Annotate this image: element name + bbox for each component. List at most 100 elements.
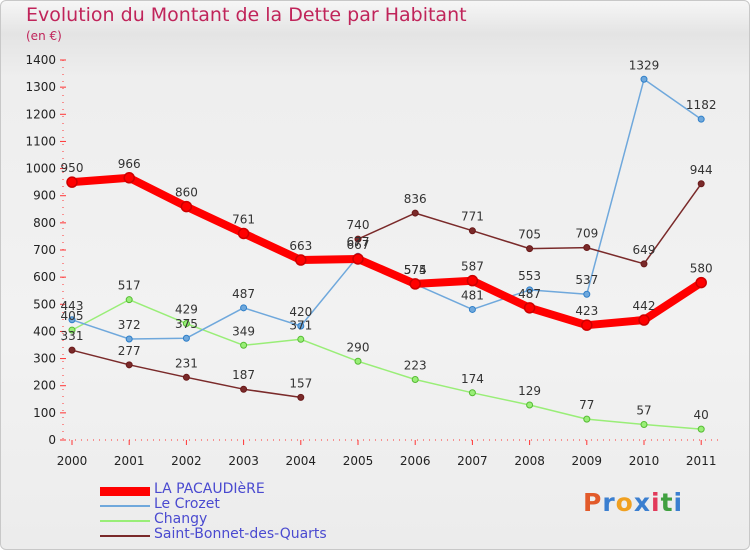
- data-point-saint-bonnet-des-quarts: [182, 373, 190, 381]
- data-point-la-pacaudiere: [352, 253, 364, 265]
- logo-letter: i: [673, 488, 684, 517]
- legend-swatch: [100, 487, 150, 496]
- y-tick-label: 600: [33, 270, 56, 284]
- data-point-changy: [354, 357, 362, 365]
- legend-swatch: [100, 505, 150, 507]
- y-tick-label: 700: [33, 243, 56, 257]
- data-label-le-crozet: 372: [118, 318, 141, 332]
- legend-swatch: [100, 535, 150, 537]
- x-tick-label: 2005: [343, 454, 374, 468]
- data-label-la-pacaudiere: 487: [518, 287, 541, 301]
- data-label-le-crozet: 574: [404, 263, 427, 277]
- data-label-changy: 517: [118, 279, 141, 293]
- data-point-changy: [411, 375, 419, 383]
- x-tick-label: 2009: [572, 454, 603, 468]
- y-tick-label: 1300: [25, 80, 56, 94]
- data-point-changy: [697, 425, 705, 433]
- data-label-saint-bonnet-des-quarts: 705: [518, 228, 541, 242]
- x-tick-label: 2004: [286, 454, 317, 468]
- y-tick-label: 1400: [25, 53, 56, 67]
- data-point-changy: [240, 341, 248, 349]
- data-point-saint-bonnet-des-quarts: [583, 244, 591, 252]
- data-point-changy: [125, 296, 133, 304]
- data-label-changy: 57: [636, 404, 651, 418]
- data-point-changy: [640, 421, 648, 429]
- x-tick-label: 2008: [514, 454, 545, 468]
- data-label-changy: 371: [289, 318, 312, 332]
- data-label-le-crozet: 537: [575, 273, 598, 287]
- data-label-changy: 223: [404, 358, 427, 372]
- data-label-changy: 40: [694, 408, 709, 422]
- data-point-saint-bonnet-des-quarts: [411, 209, 419, 217]
- y-tick-label: 300: [33, 352, 56, 366]
- logo-letter: o: [615, 488, 634, 517]
- x-tick-label: 2010: [629, 454, 660, 468]
- data-label-la-pacaudiere: 587: [461, 260, 484, 274]
- data-point-changy: [526, 401, 534, 409]
- data-label-le-crozet: 420: [289, 305, 312, 319]
- data-label-le-crozet: 481: [461, 288, 484, 302]
- data-point-le-crozet: [68, 316, 76, 324]
- y-tick-label: 0: [48, 433, 56, 447]
- data-label-saint-bonnet-des-quarts: 771: [461, 210, 484, 224]
- data-point-le-crozet: [526, 286, 534, 294]
- y-tick-label: 1000: [25, 162, 56, 176]
- data-point-saint-bonnet-des-quarts: [640, 260, 648, 268]
- chart-data-labels: 950 966 860 761 663 667 575 587 487 423 442 580 443 3…: [61, 58, 717, 422]
- data-label-saint-bonnet-des-quarts: 187: [232, 368, 255, 382]
- legend-label: Changy: [154, 511, 208, 527]
- data-label-le-crozet: 375: [175, 317, 198, 331]
- data-label-le-crozet: 487: [232, 287, 255, 301]
- y-tick-label: 1100: [25, 134, 56, 148]
- data-label-le-crozet: 677: [347, 235, 370, 249]
- x-tick-label: 2002: [171, 454, 202, 468]
- y-tick-label: 900: [33, 189, 56, 203]
- data-label-la-pacaudiere: 860: [175, 186, 198, 200]
- data-label-la-pacaudiere: 966: [118, 157, 141, 171]
- data-label-la-pacaudiere: 442: [633, 299, 656, 313]
- data-label-le-crozet: 1329: [629, 58, 660, 72]
- data-point-la-pacaudiere: [466, 274, 479, 287]
- y-tick-label: 500: [33, 297, 56, 311]
- data-label-saint-bonnet-des-quarts: 157: [289, 376, 312, 390]
- data-point-le-crozet: [125, 335, 133, 343]
- data-label-changy: 429: [175, 303, 198, 317]
- data-label-changy: 349: [232, 324, 255, 338]
- data-label-saint-bonnet-des-quarts: 709: [575, 227, 598, 241]
- data-point-le-crozet: [182, 334, 190, 342]
- data-point-changy: [68, 326, 76, 334]
- logo-letter: x: [633, 488, 651, 517]
- x-tick-label: 2006: [400, 454, 431, 468]
- logo-letter: i: [651, 488, 661, 517]
- y-tick-label: 800: [33, 216, 56, 230]
- y-tick-label: 100: [33, 406, 56, 420]
- data-point-le-crozet: [240, 304, 248, 312]
- data-label-la-pacaudiere: 575: [404, 263, 427, 277]
- data-point-la-pacaudiere: [523, 302, 536, 314]
- series-line-la-pacaudiere: [68, 173, 706, 330]
- data-label-saint-bonnet-des-quarts: 836: [404, 192, 427, 206]
- data-point-le-crozet: [697, 115, 705, 123]
- data-label-changy: 290: [347, 340, 370, 354]
- legend-label: Saint-Bonnet-des-Quarts: [154, 526, 327, 542]
- data-point-le-crozet: [583, 290, 591, 298]
- chart-axes: 0 100 200 300 400 500 600 700 800 900 1000 1100 1200…: [25, 53, 720, 468]
- data-point-la-pacaudiere: [237, 227, 250, 240]
- y-tick-label: 200: [33, 379, 56, 393]
- data-label-changy: 174: [461, 372, 484, 386]
- legend-label: LA PACAUDIèRE: [154, 481, 265, 497]
- y-tick-label: 400: [33, 324, 56, 338]
- data-point-la-pacaudiere: [581, 319, 593, 331]
- data-point-changy: [182, 320, 190, 328]
- x-tick-label: 2003: [228, 454, 259, 468]
- data-point-saint-bonnet-des-quarts: [240, 385, 248, 393]
- data-point-changy: [297, 335, 305, 343]
- data-point-saint-bonnet-des-quarts: [125, 361, 133, 369]
- chart-series: [66, 75, 707, 433]
- x-tick-label: 2000: [57, 454, 88, 468]
- data-label-saint-bonnet-des-quarts: 649: [633, 243, 656, 257]
- data-label-saint-bonnet-des-quarts: 740: [347, 218, 370, 232]
- legend-label: Le Crozet: [154, 496, 220, 512]
- data-label-changy: 77: [579, 398, 594, 412]
